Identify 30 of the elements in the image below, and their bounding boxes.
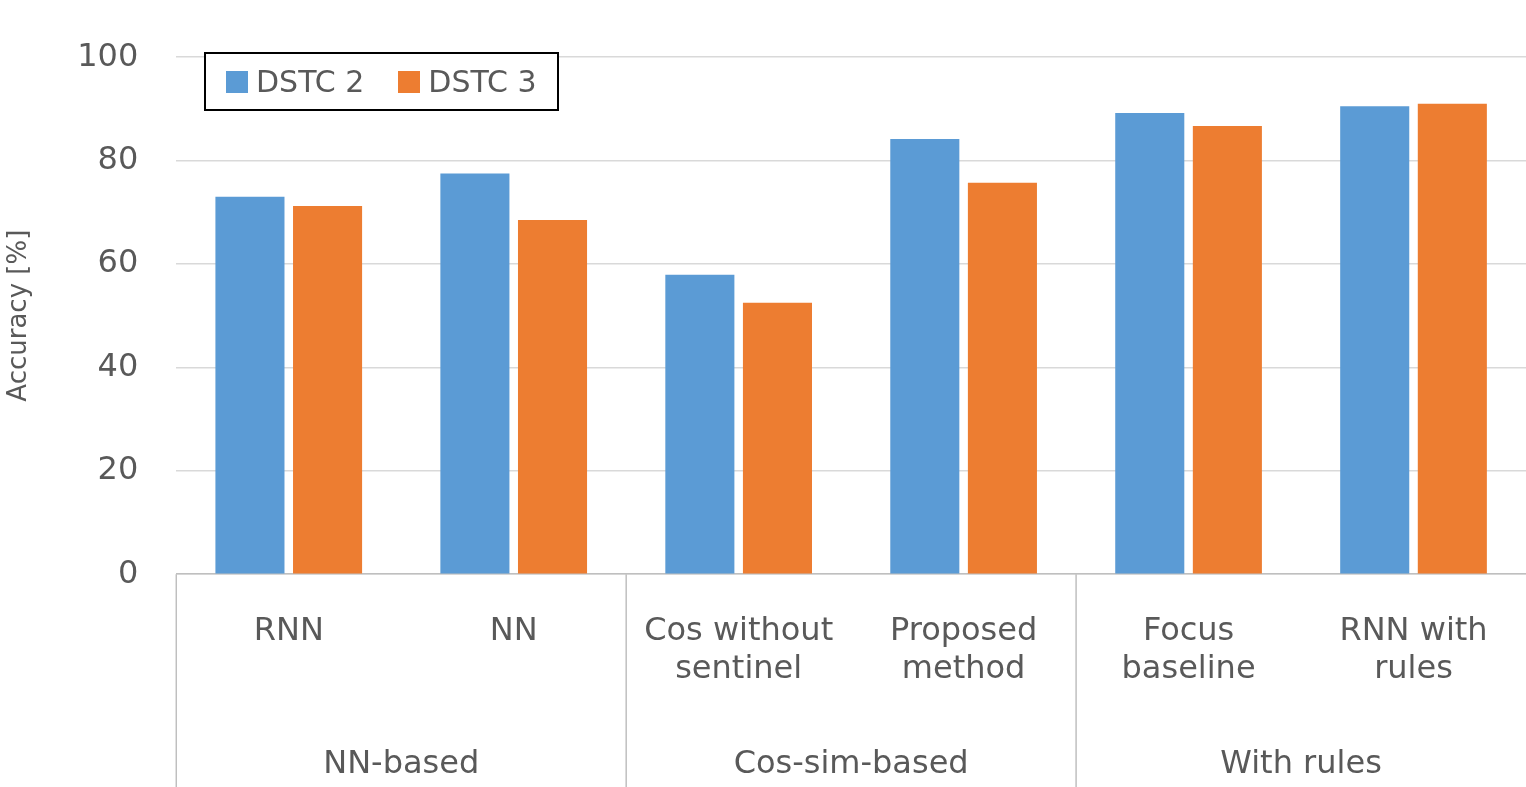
y-tick-label: 100 <box>77 35 139 74</box>
x-tick-label: Cos without sentinel <box>644 609 834 687</box>
legend-label: DSTC 2 <box>256 64 365 99</box>
y-tick-label: 20 <box>97 449 139 488</box>
x-tick-label: RNN with rules <box>1339 609 1488 687</box>
y-axis-title: Accuracy [%] <box>2 229 33 402</box>
y-tick-label: 40 <box>97 345 139 384</box>
text: Cos-sim-based <box>733 743 969 782</box>
x-tick-label: Focus baseline <box>1121 609 1256 687</box>
text: With rules <box>1220 743 1382 782</box>
y-tick-label: 80 <box>97 138 139 177</box>
x-tick-label: RNN <box>253 609 324 648</box>
bar <box>665 274 735 574</box>
bar <box>742 302 812 574</box>
bar <box>967 182 1037 574</box>
bar <box>1417 103 1487 574</box>
x-tick-label: Proposed method <box>889 609 1038 687</box>
bar <box>440 173 510 574</box>
bar <box>1340 106 1410 574</box>
bar <box>517 220 588 574</box>
bar <box>890 138 960 574</box>
bar <box>1115 113 1185 574</box>
bar <box>215 196 285 574</box>
text: NN-based <box>323 743 480 782</box>
y-tick-label: 0 <box>117 552 139 591</box>
x-tick-label: NN <box>489 609 538 648</box>
y-tick-label: 60 <box>97 242 139 281</box>
bar <box>293 206 363 574</box>
bar <box>1192 125 1262 574</box>
legend-label: DSTC 3 <box>428 64 537 99</box>
